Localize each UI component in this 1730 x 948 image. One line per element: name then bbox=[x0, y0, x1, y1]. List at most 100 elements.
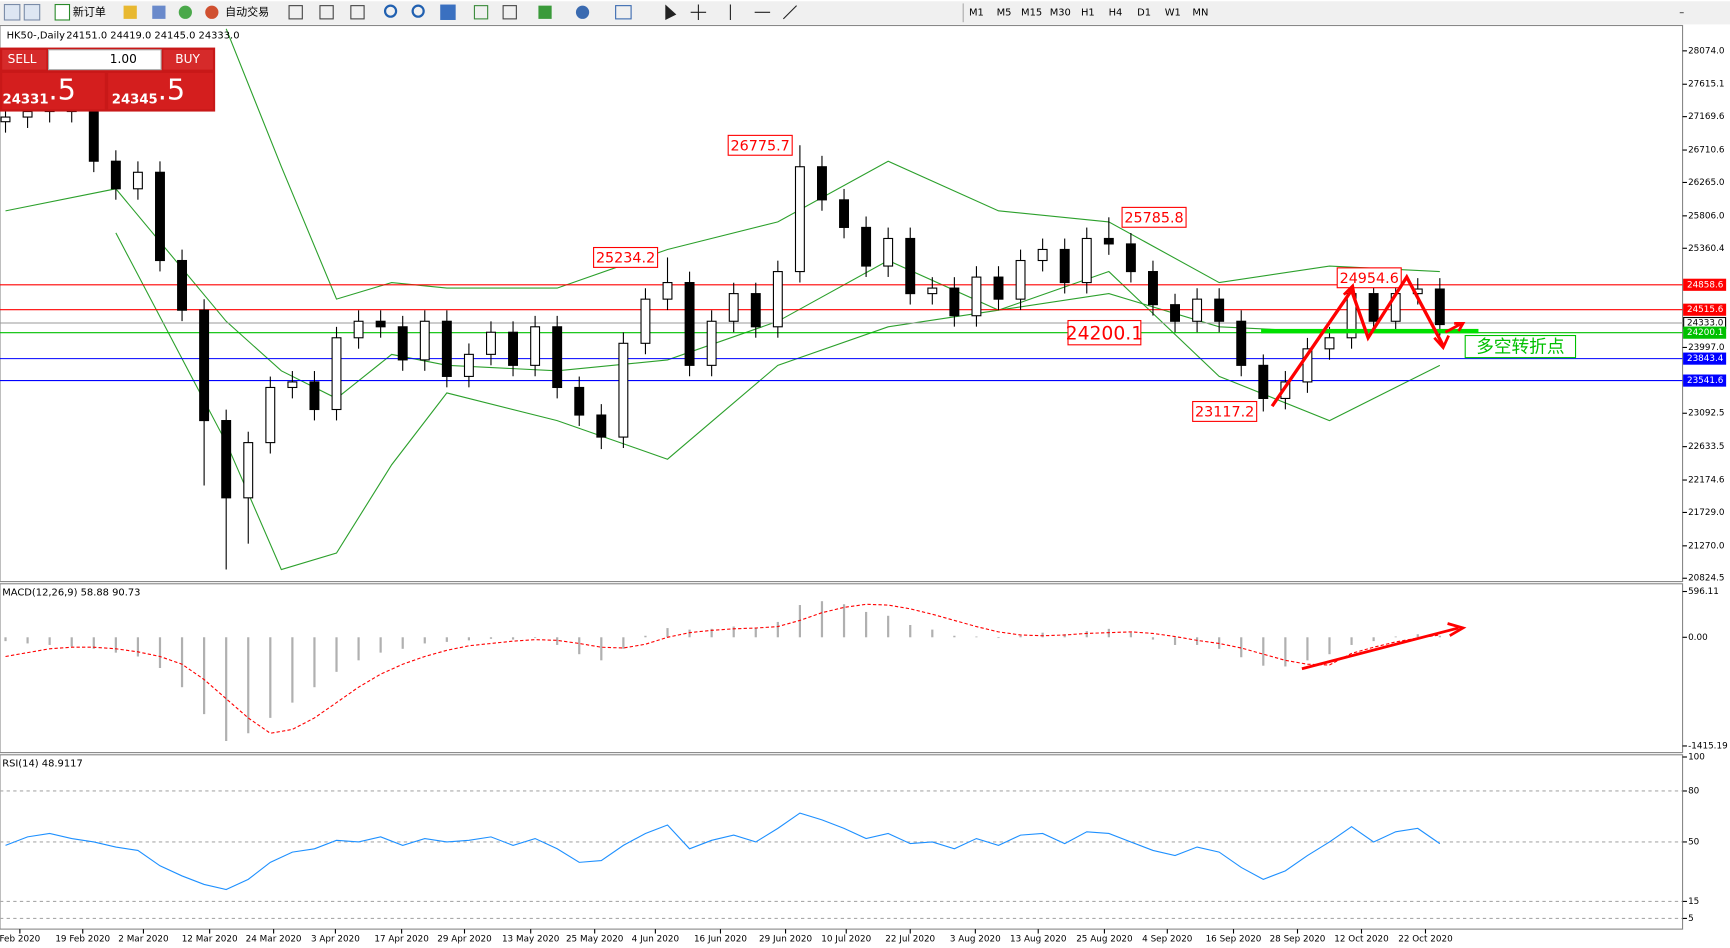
candle-body bbox=[1192, 298, 1203, 322]
level-label: 24333.0 bbox=[1687, 319, 1724, 329]
x-tick-label: 4 Jun 2020 bbox=[632, 935, 680, 945]
candle-body bbox=[861, 226, 872, 267]
price-callout-box bbox=[727, 134, 793, 156]
x-tick-label: 2 Mar 2020 bbox=[118, 935, 169, 945]
buy-label[interactable]: BUY bbox=[175, 52, 200, 66]
y-tick-label: 21729.0 bbox=[1688, 508, 1725, 518]
candle-body bbox=[662, 282, 673, 300]
candle-body bbox=[486, 331, 496, 355]
y-tick-label: 22633.5 bbox=[1688, 442, 1724, 452]
x-tick-label: 29 Apr 2020 bbox=[437, 935, 492, 945]
x-tick-label: 12 Mar 2020 bbox=[182, 935, 238, 945]
candle-body bbox=[22, 110, 33, 118]
sell-label[interactable]: SELL bbox=[8, 52, 37, 66]
candle-body bbox=[1015, 259, 1026, 300]
level-label: 23541.6 bbox=[1687, 376, 1724, 386]
candle-body bbox=[839, 199, 850, 228]
price-callout: 24954.6 bbox=[1340, 271, 1399, 287]
y-tick-label: 27615.1 bbox=[1688, 80, 1724, 90]
y-tick-label: 5 bbox=[1688, 914, 1694, 924]
candle-body bbox=[508, 331, 519, 366]
candle-body bbox=[684, 282, 695, 366]
candle-body bbox=[1324, 337, 1335, 350]
sell-button[interactable] bbox=[2, 49, 47, 70]
candle-body bbox=[750, 293, 761, 328]
buy-price: 24345 bbox=[112, 92, 158, 107]
candle-body bbox=[419, 320, 430, 361]
lots-input[interactable] bbox=[47, 49, 162, 71]
candle-body bbox=[1302, 348, 1313, 383]
toolbar-button[interactable]: 自动交易 bbox=[225, 4, 269, 18]
price-callout-box bbox=[1192, 400, 1258, 422]
buy-button[interactable] bbox=[163, 49, 213, 70]
timeframe-bar: M1 M5 M15 M30 H1 H4 D1 W1 MN bbox=[969, 7, 1208, 18]
timeframe-button[interactable]: H1 bbox=[1081, 7, 1095, 18]
candle-body bbox=[0, 116, 11, 123]
y-tick-label: -1415.19 bbox=[1688, 741, 1728, 751]
y-tick-label: 23092.5 bbox=[1688, 409, 1724, 419]
x-tick-label: 3 Apr 2020 bbox=[311, 935, 360, 945]
candle-body bbox=[706, 320, 717, 366]
indicator-title: MACD(12,26,9) 58.88 90.73 bbox=[2, 588, 140, 599]
price-callout-box bbox=[1121, 206, 1187, 228]
price-callout-box bbox=[1067, 319, 1142, 346]
macd-signal bbox=[5, 603, 1440, 734]
candle-body bbox=[199, 309, 210, 422]
x-tick-label: 3 Aug 2020 bbox=[950, 935, 1001, 945]
candle-body bbox=[441, 320, 452, 377]
y-tick-label: 25806.0 bbox=[1688, 211, 1725, 221]
level-tag bbox=[1683, 278, 1727, 291]
timeframe-button[interactable]: M1 bbox=[969, 7, 984, 18]
y-tick-label: 22174.6 bbox=[1688, 476, 1725, 486]
trade-panel bbox=[0, 47, 216, 112]
level-label: 24200.1 bbox=[1687, 328, 1723, 338]
bollinger-upper bbox=[225, 28, 1440, 300]
candle-body bbox=[552, 326, 563, 389]
y-tick-label: 28074.0 bbox=[1688, 46, 1725, 56]
price-callout: 26775.7 bbox=[731, 138, 790, 154]
indicator-title: RSI(14) 48.9117 bbox=[2, 759, 83, 770]
candle-body bbox=[596, 414, 607, 438]
candle-body bbox=[905, 237, 916, 295]
candle-body bbox=[794, 166, 805, 273]
level-label: 23843.4 bbox=[1687, 354, 1724, 364]
window-control[interactable]: – bbox=[1679, 7, 1684, 18]
x-tick-label: 19 Feb 2020 bbox=[55, 935, 110, 945]
x-tick-label: 28 Sep 2020 bbox=[1270, 935, 1326, 945]
toolbar-button[interactable]: 新订单 bbox=[73, 4, 106, 18]
timeframe-button[interactable]: H4 bbox=[1109, 7, 1123, 18]
candle-body bbox=[375, 320, 386, 328]
timeframe-button[interactable]: M30 bbox=[1050, 7, 1071, 18]
candle-body bbox=[1037, 248, 1048, 262]
x-tick-label: 29 Jun 2020 bbox=[759, 935, 812, 945]
x-tick-label: 25 Aug 2020 bbox=[1076, 935, 1133, 945]
drawn-objects bbox=[1261, 273, 1577, 671]
candle-body bbox=[530, 326, 541, 366]
lots-value[interactable]: 1.00 bbox=[110, 52, 137, 66]
timeframe-button[interactable]: MN bbox=[1192, 7, 1208, 18]
x-tick-label: 16 Jun 2020 bbox=[694, 935, 747, 945]
candle-body bbox=[1280, 381, 1291, 400]
x-tick-label: Feb 2020 bbox=[0, 935, 41, 945]
timeframe-button[interactable]: W1 bbox=[1165, 7, 1181, 18]
candle-body bbox=[993, 276, 1004, 300]
timeframe-button[interactable]: D1 bbox=[1137, 7, 1151, 18]
x-tick-label: 13 May 2020 bbox=[502, 935, 560, 945]
price-callout: 23117.2 bbox=[1195, 405, 1254, 421]
candle-body bbox=[155, 171, 165, 262]
level-tag bbox=[1683, 326, 1727, 339]
plots: 28074.0 27615.1 27169.6 26710.6 26265.0 25806… bbox=[0, 28, 1728, 945]
level-tag bbox=[1683, 374, 1727, 387]
timeframe-button[interactable]: M15 bbox=[1021, 7, 1042, 18]
candle-body bbox=[927, 287, 938, 295]
candle-body bbox=[1258, 364, 1269, 400]
y-tick-label: 0.00 bbox=[1688, 633, 1708, 643]
macd-panel bbox=[0, 583, 1684, 754]
candle-body bbox=[574, 386, 585, 416]
timeframe-button[interactable]: M5 bbox=[997, 7, 1012, 18]
candle-body bbox=[1434, 288, 1445, 326]
price-callout-box bbox=[1336, 267, 1402, 289]
candle-body bbox=[949, 287, 960, 317]
x-tick-label: 10 Jul 2020 bbox=[821, 935, 871, 945]
